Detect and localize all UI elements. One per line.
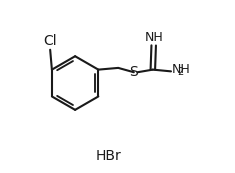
Text: NH: NH xyxy=(144,31,163,44)
Text: NH: NH xyxy=(171,63,190,76)
Text: 2: 2 xyxy=(178,67,184,77)
Text: HBr: HBr xyxy=(96,149,122,163)
Text: Cl: Cl xyxy=(43,34,57,48)
Text: S: S xyxy=(129,65,138,79)
